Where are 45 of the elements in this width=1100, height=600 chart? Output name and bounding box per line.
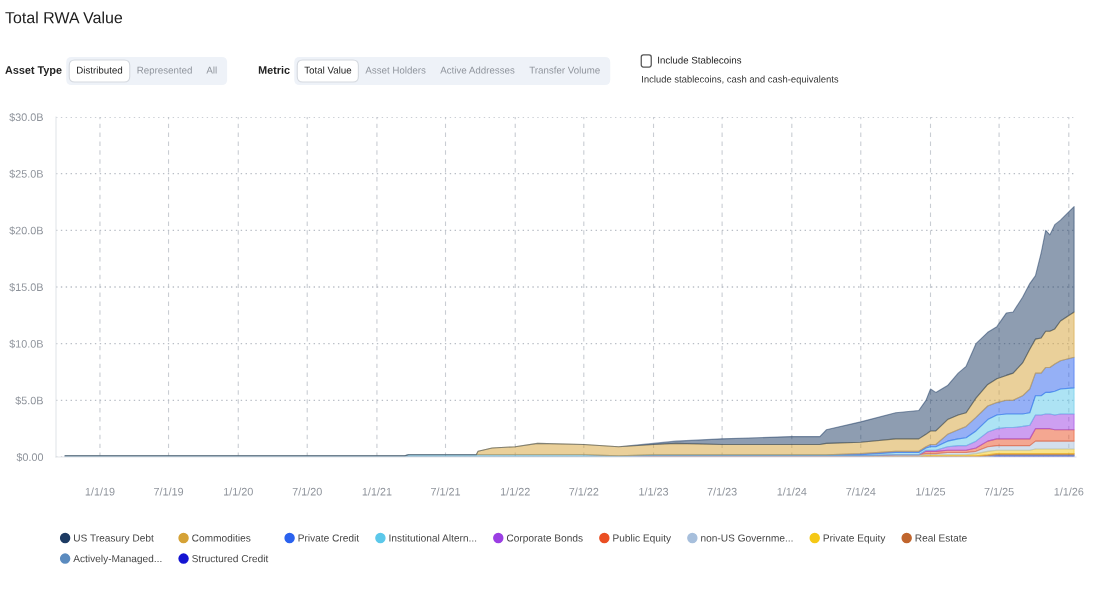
legend-label: US Treasury Debt xyxy=(74,534,154,544)
y-tick-label: $5.0B xyxy=(15,396,43,406)
text: All xyxy=(206,66,217,74)
text: Metric xyxy=(258,65,290,74)
x-tick-label: 7/1/23 xyxy=(707,487,737,496)
text: Represented xyxy=(137,66,192,76)
legend-label: Structured Credit xyxy=(192,554,269,563)
x-tick-label: 1/1/23 xyxy=(639,487,669,496)
legend-label: Public Equity xyxy=(613,534,672,544)
x-tick-label: 1/1/19 xyxy=(85,487,115,496)
legend-label: Actively-Managed... xyxy=(73,554,162,565)
x-tick-label: 7/1/24 xyxy=(846,487,876,496)
y-tick-label: $15.0B xyxy=(9,282,43,292)
x-tick-label: 1/1/25 xyxy=(916,487,946,496)
x-tick-label: 7/1/19 xyxy=(154,487,184,496)
legend-label: Corporate Bonds xyxy=(506,534,583,544)
text: Distributed xyxy=(77,66,123,74)
y-tick-label: $10.0B xyxy=(9,339,43,349)
text: Include Stablecoins xyxy=(658,56,742,64)
legend-label: Private Credit xyxy=(298,534,360,542)
text: Include stablecoins, cash and cash-equivalents xyxy=(642,75,839,85)
y-tick-label: $30.0B xyxy=(9,112,43,122)
x-tick-label: 7/1/25 xyxy=(984,487,1014,496)
text: Transfer Volume xyxy=(529,66,600,74)
y-tick-label: $25.0B xyxy=(9,169,43,179)
legend-label: Private Equity xyxy=(823,534,886,544)
x-tick-label: 1/1/21 xyxy=(362,487,392,496)
y-tick-label: $20.0B xyxy=(9,226,43,236)
y-tick-label: $0.00 xyxy=(16,452,44,462)
legend-label: Real Estate xyxy=(915,534,967,542)
text: Active Addresses xyxy=(440,66,515,74)
x-tick-label: 1/1/20 xyxy=(224,487,253,496)
text: Asset Holders xyxy=(365,66,426,74)
x-tick-label: 1/1/24 xyxy=(777,487,807,496)
x-tick-label: 7/1/22 xyxy=(569,487,599,496)
x-tick-label: 1/1/26 xyxy=(1054,487,1084,496)
legend-label: Institutional Altern... xyxy=(389,534,477,542)
chart-title: Total RWA Value xyxy=(5,11,123,24)
x-tick-label: 1/1/22 xyxy=(501,487,530,496)
text: Total Value xyxy=(304,66,352,74)
x-tick-label: 7/1/20 xyxy=(292,487,322,496)
text: Asset Type xyxy=(5,66,62,77)
x-tick-label: 7/1/21 xyxy=(431,487,461,496)
legend-label: non-US Governme... xyxy=(701,534,793,542)
legend-label: Commodities xyxy=(192,534,251,542)
